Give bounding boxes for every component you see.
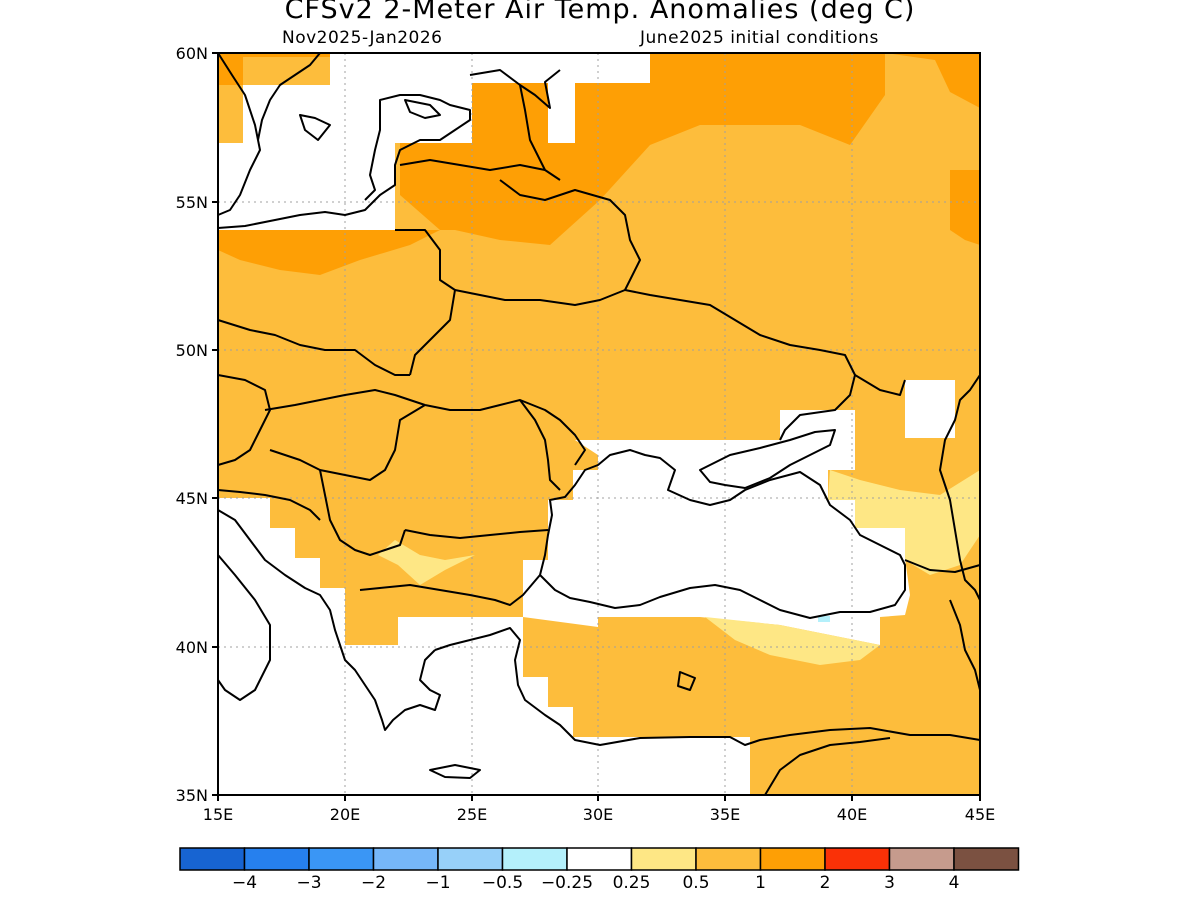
near-normal-black-sea xyxy=(523,410,910,645)
coastlines-and-borders xyxy=(217,52,981,796)
adriatic-coast xyxy=(217,509,441,731)
anomaly-region-light-yellow-balkans xyxy=(378,540,475,585)
colorbar-label: 3 xyxy=(884,873,895,893)
border-hungary-romania xyxy=(269,404,426,481)
anomaly-region-light-blue xyxy=(818,616,830,622)
border-belarus-ukraine xyxy=(454,289,626,306)
lon-tick-label: 40E xyxy=(837,805,867,824)
anomaly-region-orange-northeast xyxy=(950,170,980,245)
gotland xyxy=(299,114,331,141)
border-slovakia-hungary xyxy=(264,389,426,411)
colorbar-label: −0.25 xyxy=(541,873,593,893)
border-lithuania-latvia xyxy=(399,159,546,171)
border-bulgaria-turkey-greece xyxy=(359,574,541,606)
colorbar-swatch xyxy=(695,847,762,871)
colorbar-swatch xyxy=(308,847,375,871)
colorbar-label: 0.25 xyxy=(613,873,651,893)
lon-tick-label: 15E xyxy=(203,805,233,824)
lat-tick-label: 50N xyxy=(176,341,208,360)
colorbar-labels: −4 −3 −2 −1 −0.5 −0.25 0.25 0.5 1 2 3 4 xyxy=(232,873,959,893)
colorbar-swatch xyxy=(179,847,246,871)
sea-of-azov-coast xyxy=(699,429,836,489)
black-sea-coast xyxy=(539,449,906,619)
border-russia-kazakhstan xyxy=(854,374,906,396)
swedish-coast xyxy=(257,52,321,141)
anomaly-region-orange-southwest xyxy=(218,230,440,275)
border-latvia-russia xyxy=(519,84,561,181)
border-poland-germany xyxy=(217,319,410,376)
anomaly-region-orange-north xyxy=(218,53,330,85)
colorbar-label: 0.5 xyxy=(682,873,709,893)
border-austria xyxy=(217,374,271,466)
colorbar-swatch xyxy=(759,847,826,871)
border-romania-bulgaria xyxy=(404,529,549,539)
border-moldova xyxy=(519,399,561,491)
lat-tick-label: 45N xyxy=(176,489,208,508)
border-turkey-iran xyxy=(949,599,981,691)
longitude-axis: 15E 20E 25E 30E 35E 40E 45E xyxy=(203,805,995,824)
chart-title: CFSv2 2-Meter Air Temp. Anomalies (deg C… xyxy=(284,0,916,25)
colorbar-swatch xyxy=(437,847,504,871)
latitude-axis: 35N 40N 45N 50N 55N 60N xyxy=(176,44,208,805)
colorbar-swatch xyxy=(566,847,633,871)
border-ukraine-russia xyxy=(624,289,856,441)
colorbar-label: 1 xyxy=(755,873,766,893)
lon-tick-label: 35E xyxy=(710,805,740,824)
colorbar-label: 4 xyxy=(949,873,960,893)
colorbar-label: −1 xyxy=(425,873,450,893)
lat-tick-label: 60N xyxy=(176,44,208,63)
italy-coast xyxy=(217,554,271,701)
lon-tick-label: 20E xyxy=(330,805,360,824)
caspian-coast xyxy=(939,374,981,601)
crete xyxy=(429,764,481,779)
colorbar-swatch xyxy=(372,847,439,871)
anomaly-fill-layer xyxy=(218,53,980,795)
colorbar-swatch xyxy=(501,847,568,871)
lat-tick-label: 55N xyxy=(176,193,208,212)
tick-marks xyxy=(212,52,981,801)
lat-tick-label: 35N xyxy=(176,786,208,805)
colorbar-swatch xyxy=(888,847,955,871)
colorbar-label: −4 xyxy=(232,873,257,893)
colorbar-swatch xyxy=(243,847,310,871)
lon-tick-label: 30E xyxy=(583,805,613,824)
colorbar-swatch xyxy=(630,847,697,871)
anomaly-region-light-yellow-east xyxy=(828,470,980,575)
colorbar-swatches xyxy=(179,847,1020,871)
border-ukraine-romania xyxy=(424,399,586,466)
colorbar-swatch xyxy=(824,847,891,871)
baltic-coast xyxy=(217,94,471,229)
border-croatia xyxy=(217,489,321,521)
lat-tick-label: 40N xyxy=(176,638,208,657)
near-normal-caucasus-patch xyxy=(905,380,955,438)
border-russia-belarus xyxy=(499,179,641,291)
saaremaa xyxy=(404,99,441,119)
colorbar-label: −2 xyxy=(361,873,386,893)
colorbar-label: −0.5 xyxy=(482,873,523,893)
gulf-of-finland-coast xyxy=(469,69,561,109)
border-turkey-georgia xyxy=(904,559,981,573)
initial-conditions: June2025 initial conditions xyxy=(640,28,879,48)
border-serbia xyxy=(319,469,406,556)
border-turkey-syria xyxy=(764,737,891,796)
colorbar-label: −3 xyxy=(296,873,321,893)
lon-tick-label: 25E xyxy=(457,805,487,824)
forecast-period: Nov2025-Jan2026 xyxy=(282,28,443,48)
scandinavia-coast xyxy=(217,52,261,216)
lon-tick-label: 45E xyxy=(965,805,995,824)
colorbar-swatch xyxy=(953,847,1020,871)
anomaly-region-orange-east xyxy=(400,53,980,245)
near-normal-baltic xyxy=(218,53,650,230)
cyprus xyxy=(677,671,696,691)
aegean-coast xyxy=(434,627,981,746)
anomaly-region-light-yellow-south xyxy=(705,617,880,665)
colorbar-label: 2 xyxy=(820,873,831,893)
